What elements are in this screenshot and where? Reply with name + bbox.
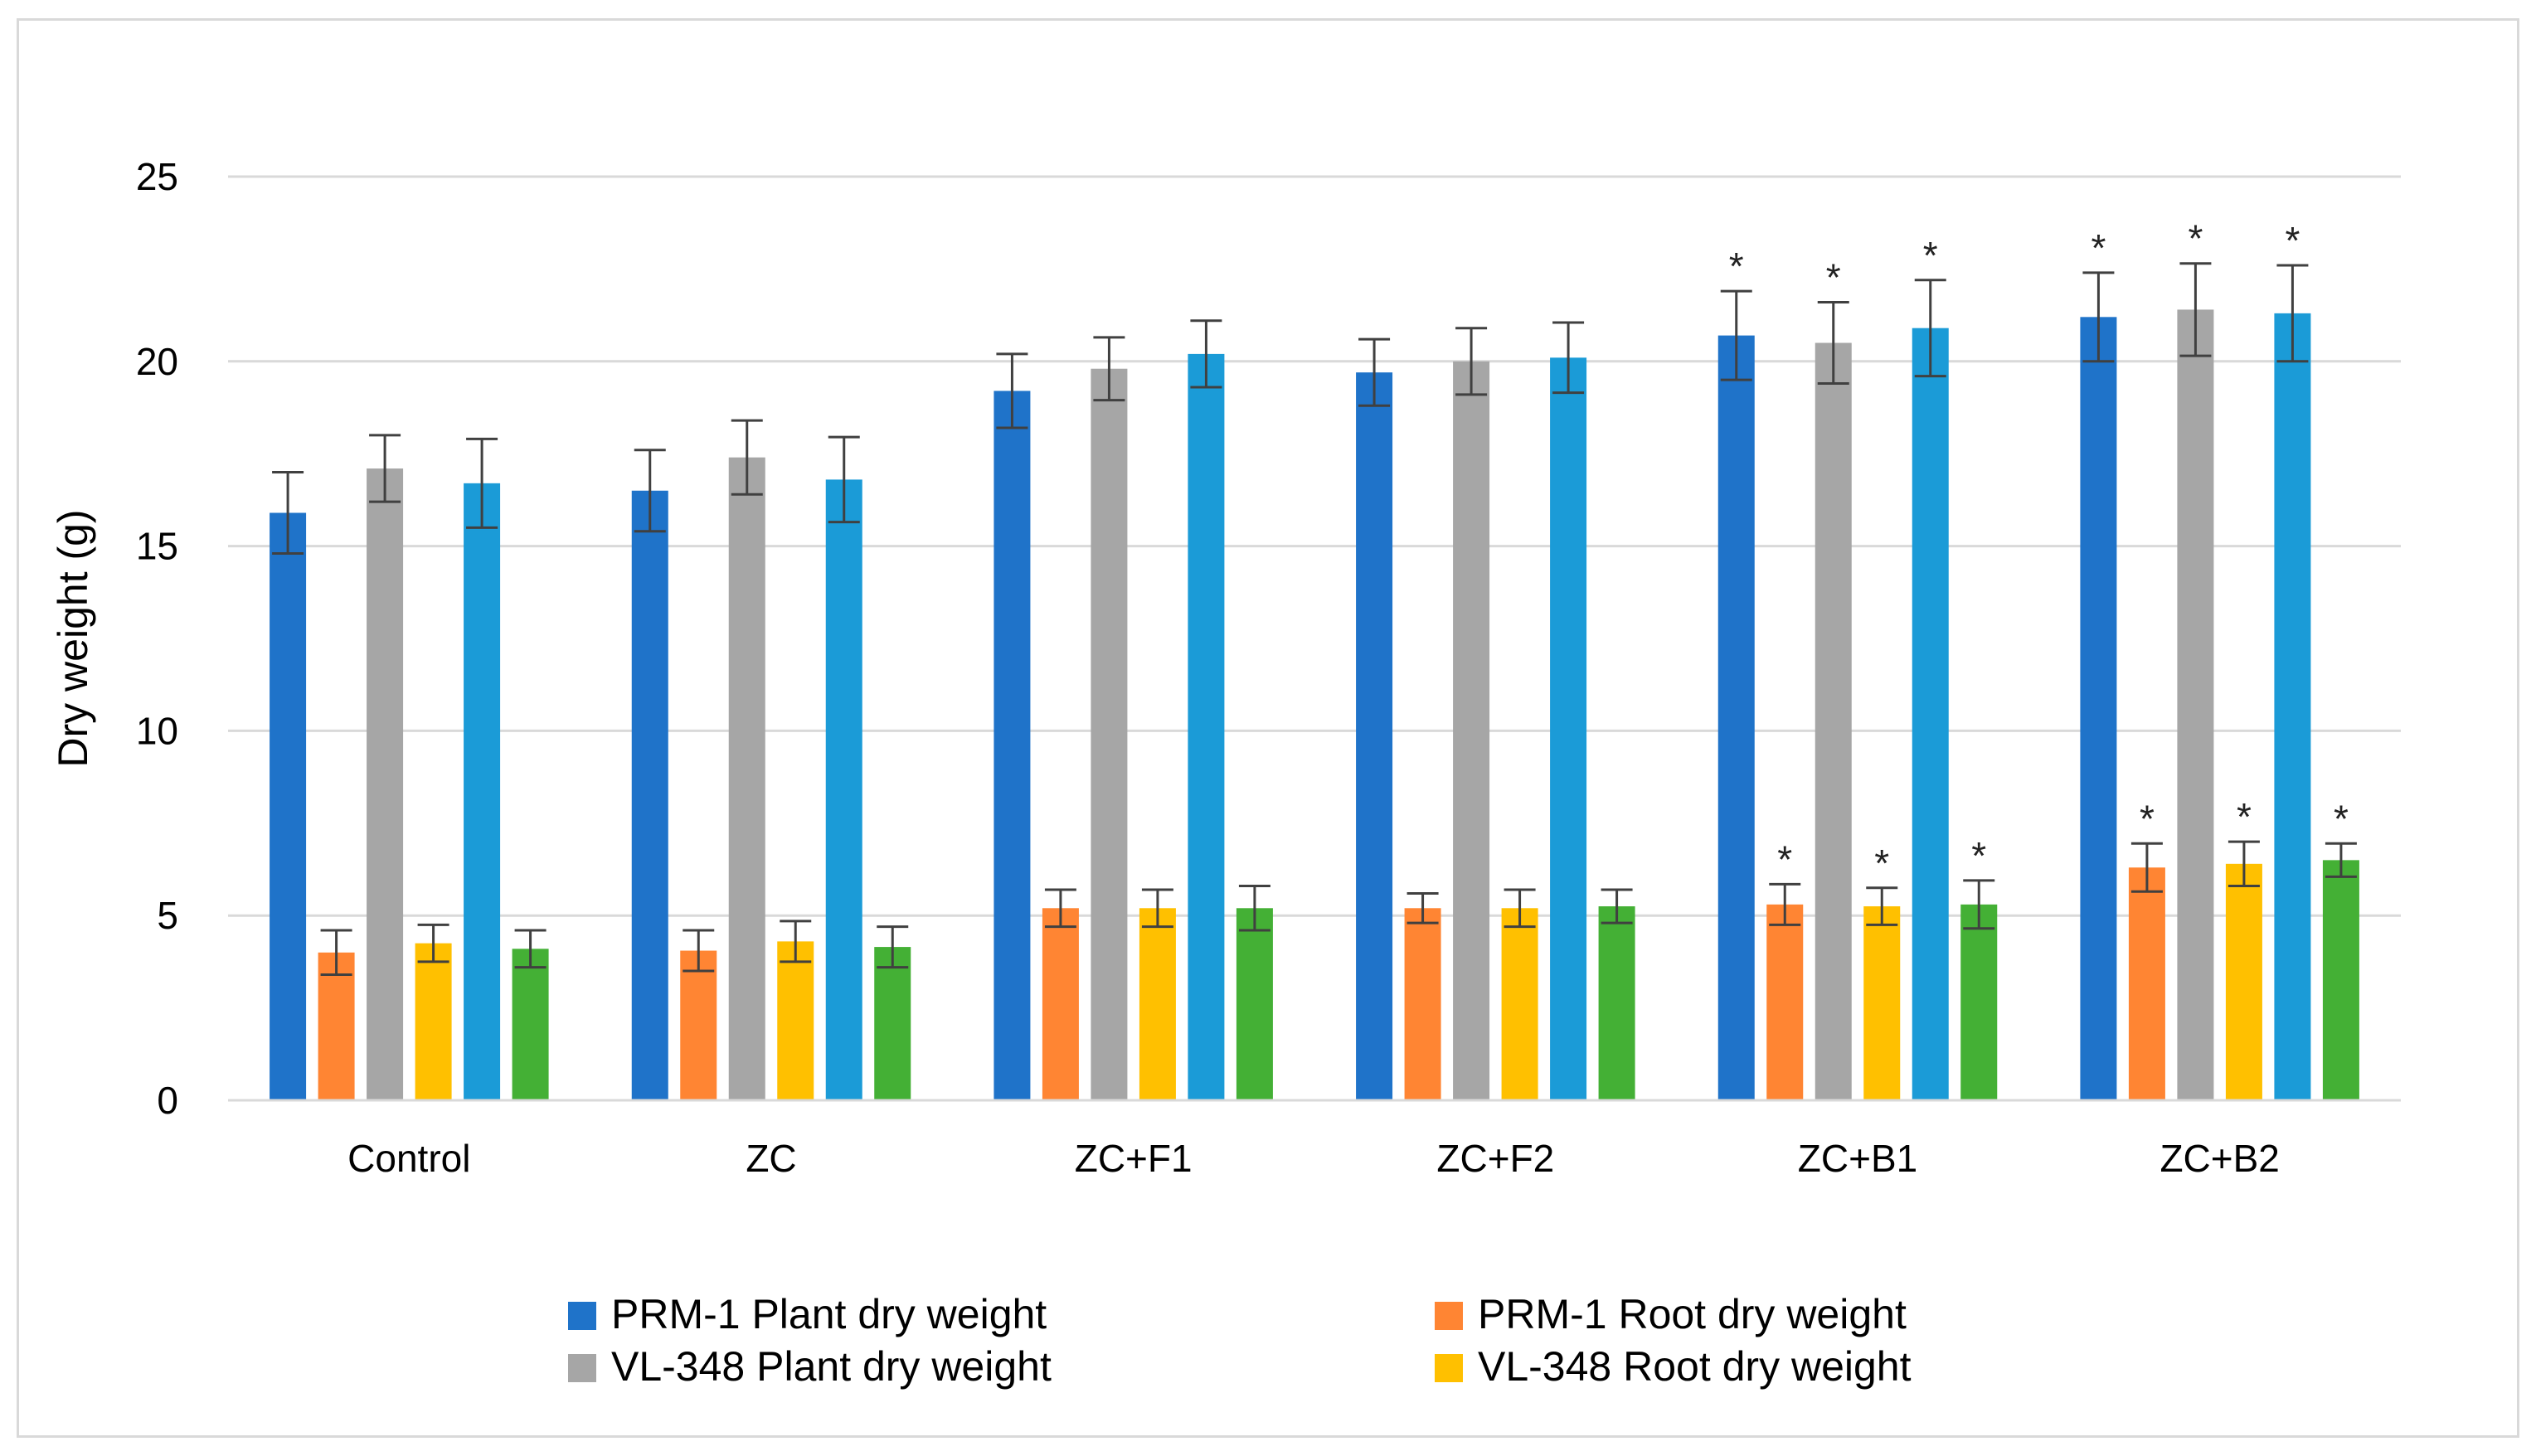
legend-swatch	[1435, 1302, 1463, 1330]
bar	[2128, 867, 2165, 1100]
significance-star: *	[1729, 245, 1744, 288]
bar	[464, 483, 501, 1100]
bar	[825, 479, 862, 1100]
bar	[994, 391, 1031, 1100]
legend-label: VL-348 Plant dry weight	[611, 1343, 1052, 1390]
bar	[728, 457, 765, 1100]
bar	[512, 949, 549, 1100]
error-bars	[272, 262, 2357, 976]
significance-star: *	[2334, 797, 2349, 840]
gridlines	[228, 175, 2401, 917]
bar	[1815, 342, 1852, 1100]
y-tick-label: 5	[157, 894, 178, 937]
significance-star: *	[2237, 795, 2252, 838]
bar	[680, 950, 717, 1100]
x-tick-label: ZC+B1	[1798, 1137, 1917, 1180]
y-axis-ticks: 0 5 10 15 20 25	[136, 155, 178, 1122]
bar	[367, 468, 404, 1100]
y-tick-label: 0	[157, 1079, 178, 1122]
bar	[270, 512, 307, 1100]
bars	[270, 309, 2359, 1101]
x-axis-ticks: Control ZC ZC+F1 ZC+F2 ZC+B1 ZC+B2	[347, 1137, 2280, 1180]
bar	[2080, 317, 2117, 1100]
x-tick-label: Control	[347, 1137, 470, 1180]
bar	[415, 943, 452, 1100]
bar	[2177, 309, 2214, 1100]
significance-star: *	[2140, 797, 2155, 840]
legend-label: PRM-1 Plant dry weight	[611, 1291, 1047, 1337]
bar	[1453, 361, 1490, 1100]
bar	[1188, 353, 1225, 1100]
bar	[1717, 335, 1755, 1100]
y-tick-label: 10	[136, 709, 178, 752]
significance-star: *	[1826, 256, 1841, 299]
bar	[1404, 908, 1441, 1100]
bar	[1356, 372, 1393, 1101]
bar	[1863, 906, 1901, 1100]
bar	[777, 941, 814, 1100]
x-tick-label: ZC	[746, 1137, 796, 1180]
bar	[1501, 908, 1538, 1100]
bar	[1091, 368, 1128, 1100]
x-tick-label: ZC+B2	[2159, 1137, 2279, 1180]
bar	[1139, 908, 1176, 1100]
bar	[2322, 860, 2359, 1100]
bar	[1766, 904, 1804, 1100]
bar	[631, 490, 668, 1100]
legend-swatch	[568, 1354, 596, 1382]
bar	[874, 947, 911, 1100]
bar	[1598, 906, 1635, 1100]
significance-markers: * * * * * * * * * * * *	[1729, 217, 2349, 885]
bar	[2274, 313, 2311, 1100]
y-tick-label: 20	[136, 340, 178, 383]
bar	[1042, 908, 1079, 1100]
bar	[1236, 908, 1273, 1100]
legend-swatch	[1435, 1354, 1463, 1382]
legend-swatch	[568, 1302, 596, 1330]
bar	[1912, 328, 1949, 1100]
significance-star: *	[2091, 226, 2106, 269]
x-tick-label: ZC+F1	[1075, 1137, 1193, 1180]
significance-star: *	[1923, 234, 1938, 277]
chart-frame	[17, 18, 2519, 1438]
legend: PRM-1 Plant dry weight PRM-1 Root dry wei…	[568, 1291, 1912, 1390]
significance-star: *	[2285, 219, 2300, 262]
significance-star: *	[1971, 834, 1986, 877]
bar	[1550, 357, 1587, 1100]
significance-star: *	[1874, 842, 1889, 885]
legend-label: PRM-1 Root dry weight	[1478, 1291, 1907, 1337]
y-axis-label: Dry weight (g)	[50, 509, 96, 767]
y-tick-label: 15	[136, 525, 178, 568]
y-tick-label: 25	[136, 155, 178, 198]
x-tick-label: ZC+F2	[1436, 1137, 1554, 1180]
bar	[2225, 863, 2262, 1100]
legend-label: VL-348 Root dry weight	[1478, 1343, 1912, 1390]
significance-star: *	[2188, 217, 2203, 260]
significance-star: *	[1777, 837, 1792, 881]
bar	[1960, 904, 1998, 1100]
bar	[318, 952, 355, 1100]
